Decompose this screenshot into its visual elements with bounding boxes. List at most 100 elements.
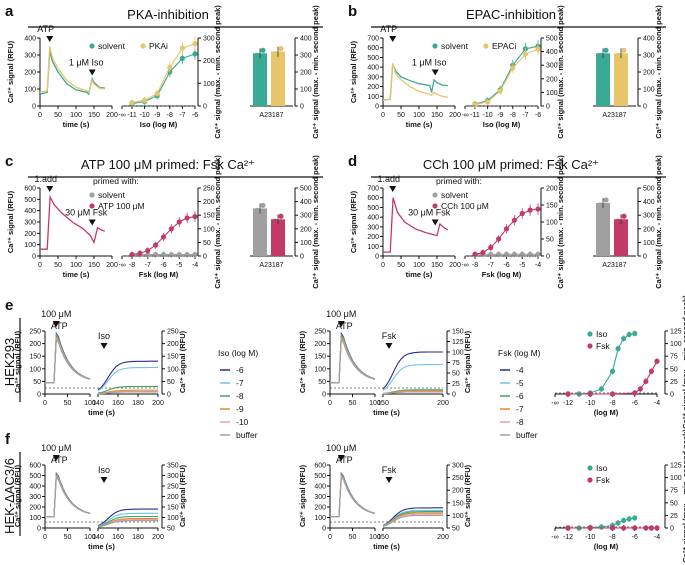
panel-e-fsk-y-left-tick-label: 250 — [314, 329, 326, 336]
panel-f-fsk-xlabel: time (s) — [373, 542, 400, 551]
panel-a-bar-ylabel: Ca²⁺ signal (max. - min. second peak) — [311, 5, 320, 139]
panel-f-dose-ylabel: Ca²⁺ signal (max. - min. second peak) — [681, 429, 685, 563]
panel-d-second-add-arrow — [431, 219, 439, 226]
panel-d-bar-solvent — [596, 202, 610, 256]
panel-c-trace-x-tick-label: 100 — [70, 262, 82, 269]
panel-b-bar-EPACi — [614, 53, 628, 106]
panel-e-legend-item: Iso — [596, 329, 608, 339]
panel-f-fsk-y-right-tick-label: 200 — [452, 488, 464, 495]
panel-e-iso-ylabel-right: Ca²⁺ signal (RFU) — [178, 330, 187, 393]
panel-c-trace-y-tick-label: 300 — [24, 220, 36, 227]
panel-b-second-add-arrow — [431, 69, 439, 76]
panel-f-iso-first-trace--6 — [45, 471, 91, 518]
panel-d-dose-x-tick-label: -4 — [535, 262, 541, 269]
panel-c-trace-ylabel: Ca²⁺ signal (RFU) — [6, 190, 15, 253]
panel-b-trace-y-tick-label: 100 — [367, 94, 379, 101]
panel-e-fsk-legend-title: Fsk (log M) — [498, 348, 541, 358]
panel-f-fsk-ylabel-right: Ca²⁺ signal (RFU) — [463, 464, 472, 527]
panel-b-dose-x-tick-label: -11 — [470, 112, 480, 119]
panel-d-trace-ylabel: Ca²⁺ signal (RFU) — [349, 190, 358, 253]
panel-d-bar-y-tick-label: 500 — [643, 186, 655, 193]
panel-c-bar-point — [272, 218, 278, 224]
panel-a-trace-xlabel: time (s) — [63, 120, 90, 129]
panel-e-fsk-x-right-tick-label: 200 — [437, 400, 449, 407]
panel-d-bar-y-tick-label: 100 — [643, 240, 655, 247]
panel-b-bar-y-tick-label: 400 — [643, 36, 655, 43]
panel-f-legend-item: Fsk — [596, 475, 610, 485]
panel-a-dose-fit-PKAi — [131, 43, 196, 104]
panel-e-iso-xlabel: time (s) — [88, 408, 115, 417]
panel-c-dose-point-ATP 100 μM — [129, 252, 135, 258]
panel-e-iso-atp-arrow — [52, 321, 60, 327]
panel-b-title: EPAC-inhibition — [466, 7, 556, 22]
panel-f-dose-point-Fsk — [648, 525, 655, 531]
panel-c-trace-y-tick-label: 200 — [24, 231, 36, 238]
panel-f-iso-x-left-tick-label: 0 — [43, 534, 47, 541]
panel-e-dose-point-Iso — [615, 346, 621, 352]
panel-b-trace-y-tick-label: 700 — [367, 36, 379, 43]
panel-f-iso-second-arrow — [100, 477, 108, 483]
panel-c-dose-point-solvent — [192, 252, 198, 258]
panel-f-iso-x-right-tick-label: 140 — [92, 534, 104, 541]
panel-d-dose-point-solvent — [503, 251, 510, 257]
panel-d-legend-title: primed with: — [436, 176, 482, 186]
panel-a-trace-line-PKAi — [39, 46, 105, 94]
panel-d-dose-point-solvent — [496, 251, 502, 257]
panel-e-dose-point-Iso — [621, 335, 627, 342]
panel-e-iso-y-right-tick-label: 150 — [167, 354, 179, 361]
panel-e-fsk-y-left-tick-label: 100 — [314, 366, 326, 373]
panel-c-dose-x-tick-label: -8 — [129, 262, 135, 269]
panel-c-title: ATP 100 μM primed: Fsk Ca²⁺ — [81, 157, 255, 172]
panel-f-dose-y-tick-label: 100 — [670, 475, 682, 482]
panel-f-label: f — [5, 431, 11, 448]
panel-f-fsk-x-left-tick-label: 50 — [349, 534, 357, 541]
panel-c-trace-y-tick-label: 0 — [32, 254, 36, 261]
panel-d-dose-point-solvent — [519, 251, 525, 257]
panel-b-dose-point-EPACi — [522, 51, 529, 57]
panel-a-bar-point — [260, 47, 266, 53]
panel-f-fsk-y-left-tick-label: 600 — [314, 463, 326, 470]
panel-d-dose-point-CCh 100 μM — [527, 207, 533, 213]
panel-e-iso-x-right-tick-label: 160 — [112, 400, 124, 407]
panel-c-legend-item-marker — [89, 203, 95, 209]
panel-e-iso-second-trace--6 — [97, 360, 158, 391]
panel-f-iso-y-right-tick-label: 50 — [167, 526, 175, 533]
panel-a-trace-x-tick-label: 150 — [88, 112, 100, 119]
panel-d-trace-y-tick-label: 400 — [367, 215, 379, 222]
panel-c-trace-y-tick-label: 400 — [24, 208, 36, 215]
panel-b-dose-y-tick-label: 100 — [546, 90, 558, 97]
panel-e-dose-point-Fsk — [654, 358, 660, 364]
panel-e-iso-x-right-tick-label: 140 — [92, 400, 104, 407]
panel-b-dose-x-tick-label: -9 — [497, 112, 503, 119]
panel-a-trace-y-tick-label: 300 — [24, 53, 36, 60]
panel-d-dose-y-tick-label: 200 — [546, 186, 558, 193]
panel-d-bar-y-tick-label: 0 — [643, 254, 647, 261]
panel-c-dose-y-tick-label: 50 — [203, 240, 211, 247]
panel-e-iso-ylabel-left: Ca²⁺ signal (RFU) — [13, 330, 22, 393]
panel-f-dose-point-Fsk — [609, 525, 616, 531]
panel-f-fsk-y-left-tick-label: 500 — [314, 473, 326, 480]
panel-d-dose-x-tick-label: -7 — [488, 262, 494, 269]
panel-a-dose-xlabel: Iso (log M) — [140, 120, 178, 129]
panel-d-trace-x-tick-label: 0 — [381, 262, 385, 269]
panel-d-trace-x-tick-label: 200 — [449, 262, 461, 269]
panel-a-trace-y-tick-label: 0 — [32, 104, 36, 111]
panel-b-trace-y-tick-label: 300 — [367, 74, 379, 81]
panel-e-fsk-first-trace--4 — [330, 331, 376, 384]
panel-a-trace-y-tick-label: 100 — [24, 87, 36, 94]
panel-e-fsk-ylabel-right: Ca²⁺ signal (RFU) — [463, 330, 472, 393]
panel-e-fsk-legend-item: -6 — [516, 391, 524, 401]
panel-e-dose-y-tick-label: 50 — [670, 366, 678, 373]
panel-d-bar-point — [603, 197, 609, 203]
panel-f-fsk-x-left-tick-label: 0 — [328, 534, 332, 541]
panel-a-bar-y-tick-label: 400 — [300, 36, 312, 43]
panel-e-iso-second-trace-buffer — [97, 391, 158, 395]
panel-f-fsk-x-right-tick-label: 150 — [377, 534, 389, 541]
panel-c-trace-x-tick-label: 150 — [88, 262, 100, 269]
panel-e-fsk-second-arrow — [385, 343, 393, 349]
panel-d-bar-point — [615, 218, 621, 224]
panel-a-dose-point-PKAi — [192, 41, 198, 47]
panel-a-dose-fit-solvent — [131, 53, 196, 105]
panel-a-first-add-label: ATP — [37, 24, 54, 34]
panel-d-dose-point-solvent — [527, 251, 533, 257]
